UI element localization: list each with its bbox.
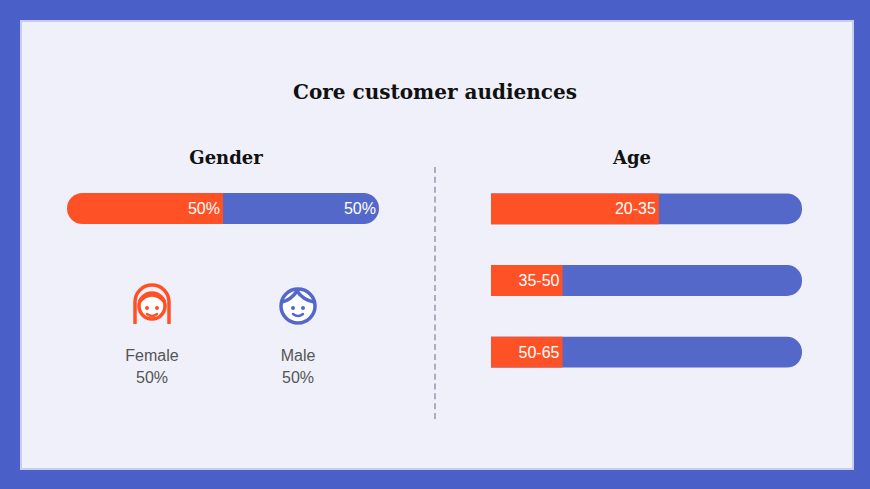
- svg-text:50%: 50%: [344, 200, 376, 217]
- svg-text:50%: 50%: [188, 200, 220, 217]
- html-text:Female: Female: [125, 347, 179, 364]
- html-text:50%: 50%: [282, 369, 314, 386]
- html-text:50%: 50%: [136, 369, 168, 386]
- html-text:Male: Male: [280, 347, 316, 364]
- html-text:Core customer audiences: Core customer audiences: [293, 80, 577, 104]
- html-text:Age: Age: [613, 147, 651, 168]
- html-text:Gender: Gender: [189, 147, 263, 168]
- svg-text:20-35: 20-35: [615, 200, 656, 217]
- svg-text:50-65: 50-65: [519, 344, 560, 361]
- svg-text:35-50: 35-50: [519, 272, 560, 289]
